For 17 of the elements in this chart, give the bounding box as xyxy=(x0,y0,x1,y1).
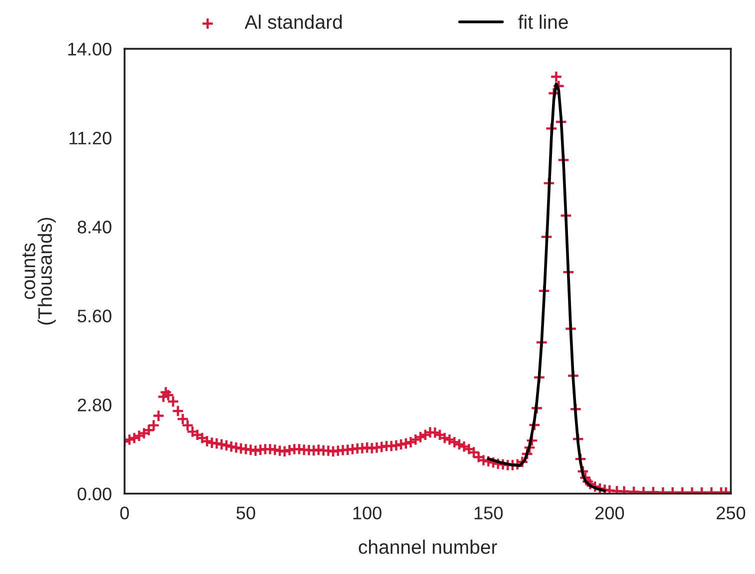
y-tick-label: 0.00 xyxy=(78,488,112,500)
x-tick-label: 50 xyxy=(236,506,256,520)
y-tick-label: 5.60 xyxy=(78,310,112,322)
x-tick-label: 250 xyxy=(716,506,746,520)
x-tick-label: 0 xyxy=(120,506,129,520)
y-axis-title: counts (Thousands) xyxy=(22,218,56,325)
legend-label: Al standard xyxy=(244,14,342,29)
x-axis-title: channel number xyxy=(358,540,498,554)
x-tick-label: 100 xyxy=(353,506,382,520)
y-tick-label: 14.00 xyxy=(68,42,112,56)
y-tick-label: 2.80 xyxy=(78,398,112,412)
y-tick-label: 11.20 xyxy=(70,132,112,144)
line-series xyxy=(486,82,606,492)
x-tick-label: 150 xyxy=(474,506,503,520)
legend-label: fit line xyxy=(518,14,568,29)
x-tick-label: 200 xyxy=(595,506,624,520)
y-tick-label: 8.40 xyxy=(78,220,112,234)
